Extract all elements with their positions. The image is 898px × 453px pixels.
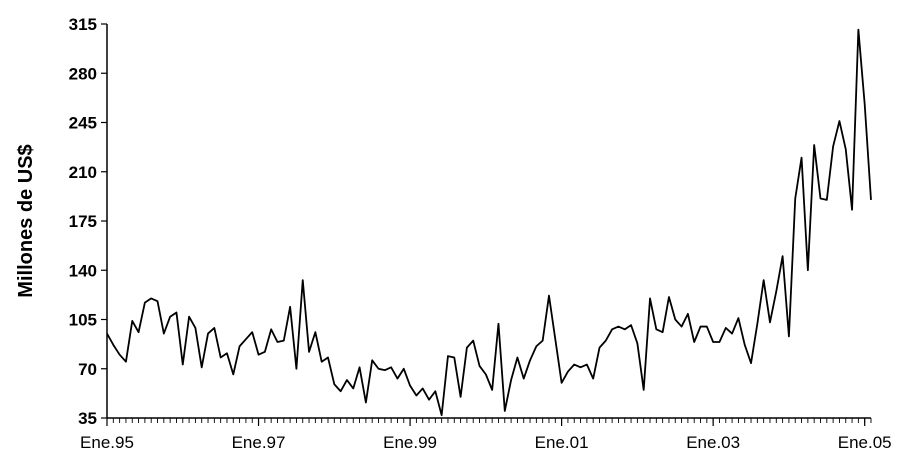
x-tick-label: Ene.97 (232, 433, 286, 452)
y-tick-label: 70 (78, 360, 97, 379)
x-axis-ticks: Ene.95 Ene.97 Ene.99 Ene.01 Ene.03 Ene.05 (80, 418, 892, 452)
plot-frame (106, 24, 871, 419)
y-axis-title: Millones de US$ (15, 144, 37, 297)
y-tick-label: 315 (69, 15, 97, 34)
y-tick-label: 210 (69, 163, 97, 182)
series-line (106, 28, 872, 417)
x-tick-label: Ene.95 (80, 433, 134, 452)
x-tick-label: Ene.99 (383, 433, 437, 452)
y-tick-label: 175 (69, 212, 97, 231)
x-tick-label: Ene.01 (535, 433, 589, 452)
y-axis-ticks: 35 70 105 140 175 210 245 280 315 (69, 15, 107, 428)
x-tick-label: Ene.03 (686, 433, 740, 452)
x-tick-label: Ene.05 (838, 433, 892, 452)
y-tick-label: 35 (78, 409, 97, 428)
y-tick-label: 105 (69, 311, 97, 330)
y-tick-label: 280 (69, 64, 97, 83)
y-tick-label: 140 (69, 261, 97, 280)
y-tick-label: 245 (69, 114, 97, 133)
series-layer (106, 28, 872, 417)
